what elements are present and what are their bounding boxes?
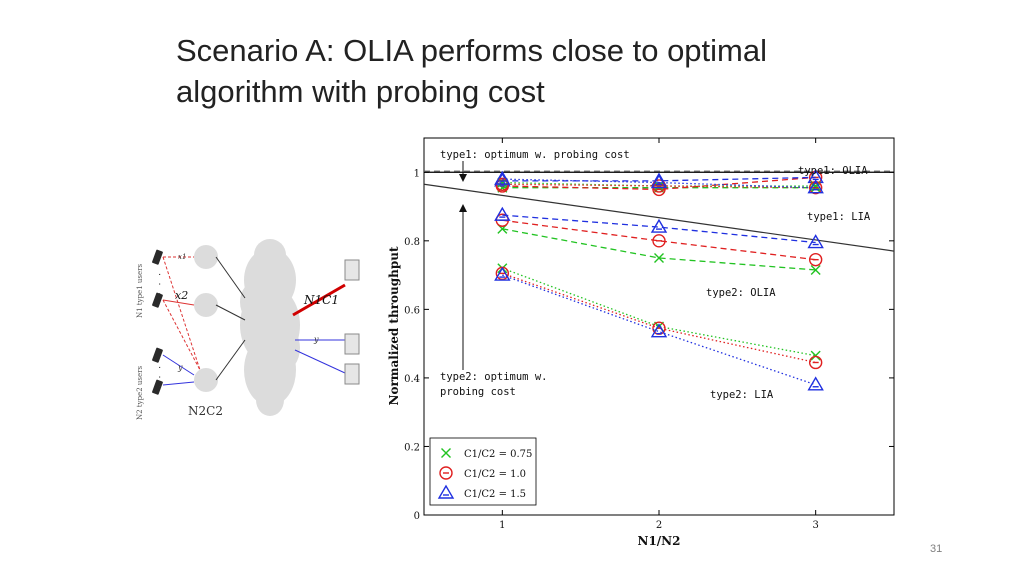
chart-annotations: type1: optimum w. probing cost type1: OL… xyxy=(440,149,871,401)
annotation-type2-optimum-cont: probing cost xyxy=(440,386,516,398)
x-tick-label: 1 xyxy=(499,520,505,531)
x-tick-label: 3 xyxy=(812,520,818,531)
series-line xyxy=(502,228,816,271)
tick-labels: 0 0.2 0.4 0.6 0.8 1 1 2 3 xyxy=(404,168,819,531)
marker-triangle xyxy=(494,266,511,281)
marker-x xyxy=(441,448,451,458)
type1-users-label: N1 type1 users xyxy=(136,264,144,318)
annotation-type2-olia: type2: OLIA xyxy=(706,287,776,299)
marker-triangle xyxy=(494,170,511,185)
y-label-right: y xyxy=(313,335,319,344)
reference-line xyxy=(423,183,895,252)
type2-dots: · · · xyxy=(155,365,164,389)
series-line xyxy=(502,274,816,386)
annotation-type1-lia: type1: LIA xyxy=(807,211,871,223)
annotation-type2-optimum: type2: optimum w. xyxy=(440,371,547,383)
annotation-arrows xyxy=(459,161,467,370)
type1-dots: · · · xyxy=(155,272,164,296)
y-tick-label: 0.6 xyxy=(404,305,420,316)
network-cloud xyxy=(240,239,300,416)
series-type2-lia xyxy=(495,266,823,370)
series-line xyxy=(502,214,816,244)
marker-triangle xyxy=(437,484,455,499)
data-series xyxy=(494,169,824,391)
annotation-type1-optimum: type1: optimum w. probing cost xyxy=(440,149,630,161)
series-type1-lia xyxy=(494,170,824,194)
x1-label: x1 xyxy=(178,253,186,261)
slide-title: Scenario A: OLIA performs close to optim… xyxy=(176,30,936,112)
bottleneck-link-n1c1 xyxy=(292,283,346,317)
annotation-type2-lia: type2: LIA xyxy=(710,389,774,401)
user-links xyxy=(162,256,201,386)
throughput-chart: 00.20.40.60.811 2 3 Normalized throughput … xyxy=(387,137,895,548)
marker-triangle xyxy=(494,206,511,221)
n1c1-label: N1C1 xyxy=(303,293,339,307)
marker-circle xyxy=(808,355,823,370)
legend-label-15: C1/C2 = 1.5 xyxy=(464,489,526,500)
user-phones xyxy=(152,249,163,395)
legend-markers xyxy=(437,448,455,499)
y-tick-label: 0 xyxy=(414,511,420,522)
slide-title-line-1: Scenario A: OLIA performs close to optim… xyxy=(176,33,767,68)
marker-triangle xyxy=(807,376,824,391)
router-clouds xyxy=(194,245,218,392)
marker-circle xyxy=(808,252,823,267)
marker-circle xyxy=(439,466,453,480)
marker-triangle xyxy=(650,174,668,189)
series-line xyxy=(502,219,816,261)
legend-label-10: C1/C2 = 1.0 xyxy=(464,469,526,480)
legend-label-075: C1/C2 = 0.75 xyxy=(464,449,532,460)
type2-users-label: N2 type2 users xyxy=(136,366,144,420)
marker-x xyxy=(810,264,821,275)
slide-number: 31 xyxy=(930,543,943,555)
x-tick-label: 2 xyxy=(656,520,662,531)
y-axis-label: Normalized throughput xyxy=(387,246,401,405)
marker-triangle xyxy=(807,234,824,249)
x2-label: x2 xyxy=(175,289,188,302)
y-tick-label: 0.8 xyxy=(404,237,420,248)
server-links xyxy=(294,339,346,374)
marker-circle xyxy=(652,234,666,248)
network-diagram: N1 type1 users N2 type2 users · · · · · … xyxy=(136,239,360,420)
marker-triangle xyxy=(650,323,668,338)
x-axis-label: N1/N2 xyxy=(637,534,680,548)
legend: C1/C2 = 0.75 C1/C2 = 1.0 C1/C2 = 1.5 xyxy=(429,437,537,506)
y-tick-label: 0.4 xyxy=(404,374,420,385)
marker-x xyxy=(654,252,664,263)
series-line xyxy=(502,178,816,189)
y-label-left: y xyxy=(177,363,183,372)
core-links xyxy=(215,256,246,381)
annotation-type1-olia: type1: OLIA xyxy=(798,165,868,177)
n2c2-label: N2C2 xyxy=(188,404,223,418)
marker-x xyxy=(810,350,821,361)
marker-triangle xyxy=(807,179,824,194)
marker-triangle xyxy=(650,218,668,233)
series-line xyxy=(502,272,816,364)
legend-box xyxy=(429,437,537,506)
series-line xyxy=(502,176,816,191)
y-tick-label: 1 xyxy=(414,168,420,179)
y-tick-label: 0.2 xyxy=(404,442,420,453)
server-icons xyxy=(344,259,360,385)
series-line xyxy=(502,267,816,357)
series-type2-olia xyxy=(494,206,824,249)
series-type2-lia xyxy=(494,266,824,391)
slide-title-line-2: algorithm with probing cost xyxy=(176,74,545,109)
